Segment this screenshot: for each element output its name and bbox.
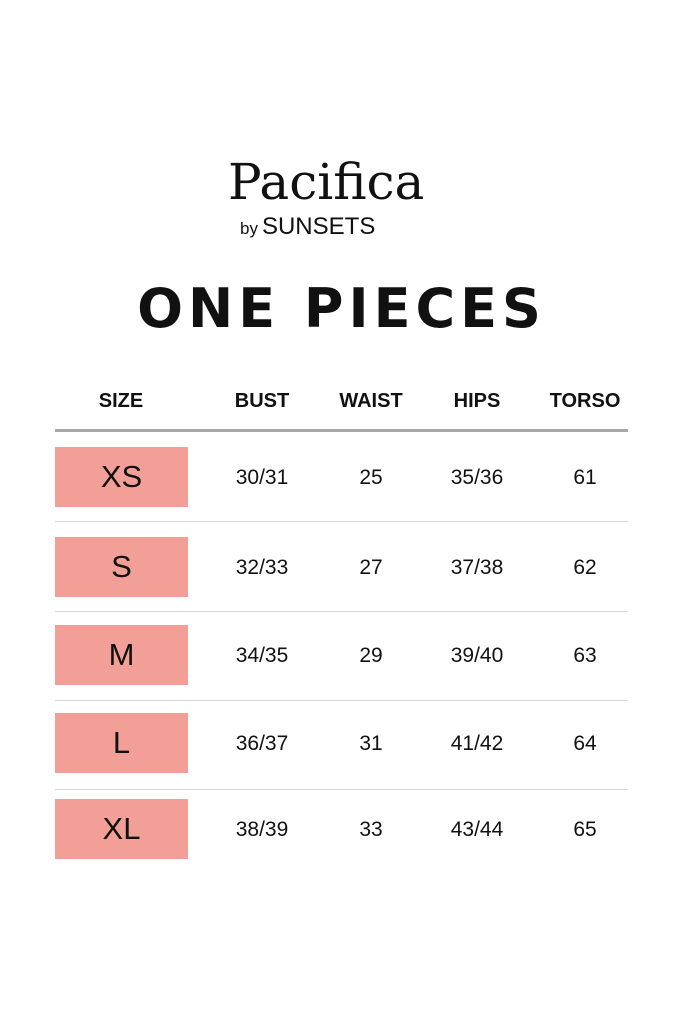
cell-bust: 36/37 <box>235 732 289 755</box>
column-header-hips: HIPS <box>453 390 501 412</box>
brand-sub: by SUNSETS <box>240 213 376 240</box>
cell-hips: 41/42 <box>450 732 504 755</box>
cell-torso: 62 <box>573 556 597 579</box>
column-header-torso: TORSO <box>549 390 621 412</box>
cell-waist: 29 <box>359 644 383 667</box>
cell-waist: 25 <box>359 466 383 489</box>
cell-bust: 30/31 <box>235 466 289 489</box>
cell-waist: 27 <box>359 556 383 579</box>
column-header-size: SIZE <box>98 390 144 412</box>
size-label: M <box>55 625 188 685</box>
row-divider <box>55 789 628 790</box>
column-header-bust: BUST <box>234 390 290 412</box>
size-label: XL <box>55 799 188 859</box>
column-header-waist: WAIST <box>339 390 403 412</box>
header-divider <box>55 429 628 432</box>
cell-bust: 34/35 <box>235 644 289 667</box>
brand-name: Pacifica <box>228 153 425 211</box>
cell-hips: 43/44 <box>450 818 504 841</box>
cell-torso: 61 <box>573 466 597 489</box>
cell-hips: 37/38 <box>450 556 504 579</box>
cell-hips: 39/40 <box>450 644 504 667</box>
cell-bust: 32/33 <box>235 556 289 579</box>
cell-bust: 38/39 <box>235 818 289 841</box>
size-label: S <box>55 537 188 597</box>
cell-torso: 63 <box>573 644 597 667</box>
cell-torso: 65 <box>573 818 597 841</box>
cell-torso: 64 <box>573 732 597 755</box>
page-title: ONE PIECES <box>137 277 546 340</box>
size-label: XS <box>55 447 188 507</box>
cell-waist: 33 <box>359 818 383 841</box>
row-divider <box>55 521 628 522</box>
row-divider <box>55 611 628 612</box>
cell-waist: 31 <box>359 732 383 755</box>
size-label: L <box>55 713 188 773</box>
row-divider <box>55 700 628 701</box>
cell-hips: 35/36 <box>450 466 504 489</box>
